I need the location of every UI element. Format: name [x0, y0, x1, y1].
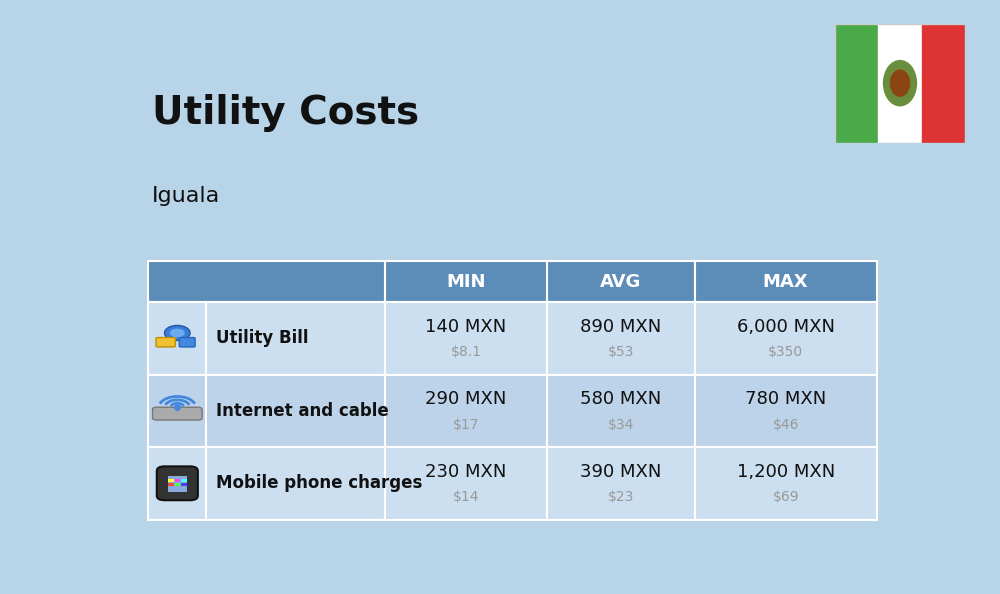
Bar — [922, 24, 965, 143]
FancyBboxPatch shape — [179, 337, 195, 347]
Bar — [385, 261, 547, 302]
Text: $34: $34 — [608, 418, 634, 432]
Text: 890 MXN: 890 MXN — [580, 318, 662, 336]
Text: Utility Costs: Utility Costs — [152, 94, 419, 132]
Text: 140 MXN: 140 MXN — [425, 318, 507, 336]
Text: 6,000 MXN: 6,000 MXN — [737, 318, 835, 336]
Text: $17: $17 — [453, 418, 479, 432]
Bar — [148, 375, 206, 447]
Bar — [181, 479, 187, 482]
Text: $350: $350 — [768, 345, 803, 359]
Text: $53: $53 — [608, 345, 634, 359]
Bar — [206, 447, 385, 520]
Bar — [168, 479, 174, 482]
Bar — [835, 24, 878, 143]
Text: 580 MXN: 580 MXN — [580, 390, 662, 409]
Text: Utility Bill: Utility Bill — [216, 330, 308, 347]
Bar — [148, 447, 206, 520]
Circle shape — [884, 61, 916, 106]
Bar — [547, 261, 695, 302]
Text: AVG: AVG — [600, 273, 642, 290]
Text: 390 MXN: 390 MXN — [580, 463, 662, 481]
Text: $69: $69 — [772, 490, 799, 504]
Bar — [206, 302, 385, 375]
Text: 1,200 MXN: 1,200 MXN — [737, 463, 835, 481]
FancyBboxPatch shape — [153, 407, 202, 420]
Bar — [878, 24, 922, 143]
Bar — [148, 302, 206, 375]
Text: 230 MXN: 230 MXN — [425, 463, 507, 481]
Bar — [547, 302, 695, 375]
Text: $14: $14 — [453, 490, 479, 504]
Circle shape — [170, 328, 185, 337]
Bar — [175, 484, 180, 486]
Bar — [385, 375, 547, 447]
FancyBboxPatch shape — [156, 337, 175, 347]
Text: Mobile phone charges: Mobile phone charges — [216, 474, 422, 492]
Text: 290 MXN: 290 MXN — [425, 390, 507, 409]
Bar — [385, 302, 547, 375]
Bar — [695, 375, 877, 447]
Bar — [547, 375, 695, 447]
Text: $23: $23 — [608, 490, 634, 504]
Text: Internet and cable: Internet and cable — [216, 402, 388, 420]
Bar — [168, 484, 174, 486]
Bar — [206, 375, 385, 447]
Bar — [695, 261, 877, 302]
Text: MIN: MIN — [446, 273, 486, 290]
Text: $46: $46 — [772, 418, 799, 432]
Bar — [695, 447, 877, 520]
FancyBboxPatch shape — [157, 466, 198, 500]
Circle shape — [890, 70, 910, 96]
Bar — [695, 302, 877, 375]
Circle shape — [165, 326, 190, 340]
Text: 780 MXN: 780 MXN — [745, 390, 826, 409]
Bar — [181, 484, 187, 486]
Text: Iguala: Iguala — [152, 185, 220, 206]
Bar — [168, 476, 187, 492]
Text: MAX: MAX — [763, 273, 808, 290]
Bar — [385, 447, 547, 520]
Bar — [148, 261, 385, 302]
Bar — [175, 479, 180, 482]
Bar — [547, 447, 695, 520]
Text: $8.1: $8.1 — [451, 345, 482, 359]
